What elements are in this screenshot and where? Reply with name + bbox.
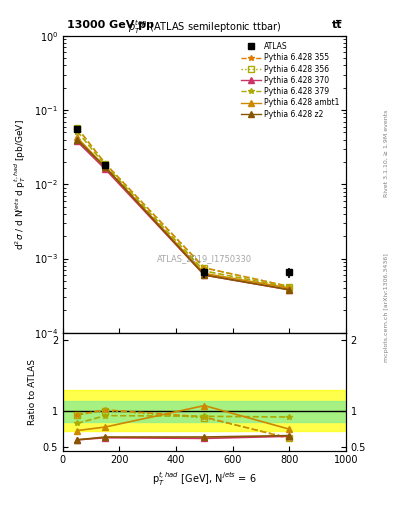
Line: Pythia 6.428 356: Pythia 6.428 356 (73, 124, 293, 290)
Pythia 6.428 ambt1 (202, 270, 207, 276)
Pythia 6.428 379 (75, 128, 79, 134)
X-axis label: p$_T^{t,had}$ [GeV], N$^{jets}$ = 6: p$_T^{t,had}$ [GeV], N$^{jets}$ = 6 (152, 471, 257, 488)
Pythia 6.428 355 (287, 284, 292, 290)
Line: Pythia 6.428 370: Pythia 6.428 370 (73, 138, 293, 293)
Line: Pythia 6.428 ambt1: Pythia 6.428 ambt1 (73, 134, 293, 291)
Pythia 6.428 z2 (75, 137, 79, 143)
Pythia 6.428 356 (287, 284, 292, 290)
Pythia 6.428 370 (202, 272, 207, 278)
Pythia 6.428 356 (202, 265, 207, 271)
Pythia 6.428 379 (287, 284, 292, 290)
Pythia 6.428 z2 (103, 164, 108, 170)
Title: $p_T^{top}$ (ATLAS semileptonic ttbar): $p_T^{top}$ (ATLAS semileptonic ttbar) (128, 18, 281, 36)
Pythia 6.428 ambt1 (103, 164, 108, 170)
Text: 13000 GeV pp: 13000 GeV pp (67, 20, 154, 30)
Pythia 6.428 ambt1 (287, 285, 292, 291)
Pythia 6.428 z2 (202, 272, 207, 278)
Text: ATLAS_2019_I1750330: ATLAS_2019_I1750330 (157, 254, 252, 263)
Pythia 6.428 z2 (287, 287, 292, 293)
Pythia 6.428 379 (103, 162, 108, 168)
Pythia 6.428 370 (103, 166, 108, 172)
Pythia 6.428 ambt1 (75, 134, 79, 140)
Line: Pythia 6.428 355: Pythia 6.428 355 (73, 124, 293, 290)
Line: Pythia 6.428 z2: Pythia 6.428 z2 (73, 136, 293, 293)
Y-axis label: d$^2\sigma$ / d N$^{jets}$ d p$_T^{t,had}$ [pb/GeV]: d$^2\sigma$ / d N$^{jets}$ d p$_T^{t,had… (13, 119, 28, 250)
Pythia 6.428 379 (202, 268, 207, 274)
Line: Pythia 6.428 379: Pythia 6.428 379 (73, 127, 293, 291)
Legend: ATLAS, Pythia 6.428 355, Pythia 6.428 356, Pythia 6.428 370, Pythia 6.428 379, P: ATLAS, Pythia 6.428 355, Pythia 6.428 35… (239, 39, 342, 121)
Text: tt̅: tt̅ (331, 20, 342, 30)
Pythia 6.428 356 (75, 124, 79, 131)
Pythia 6.428 355 (75, 124, 79, 131)
Pythia 6.428 370 (287, 287, 292, 293)
Bar (63, 400, 346, 422)
Pythia 6.428 355 (202, 265, 207, 271)
Pythia 6.428 370 (75, 138, 79, 144)
Text: Rivet 3.1.10, ≥ 1.9M events: Rivet 3.1.10, ≥ 1.9M events (384, 110, 389, 197)
Text: mcplots.cern.ch [arXiv:1306.3436]: mcplots.cern.ch [arXiv:1306.3436] (384, 253, 389, 361)
Y-axis label: Ratio to ATLAS: Ratio to ATLAS (28, 359, 37, 424)
Pythia 6.428 355 (103, 161, 108, 167)
Bar (63, 390, 346, 431)
Pythia 6.428 356 (103, 161, 108, 167)
